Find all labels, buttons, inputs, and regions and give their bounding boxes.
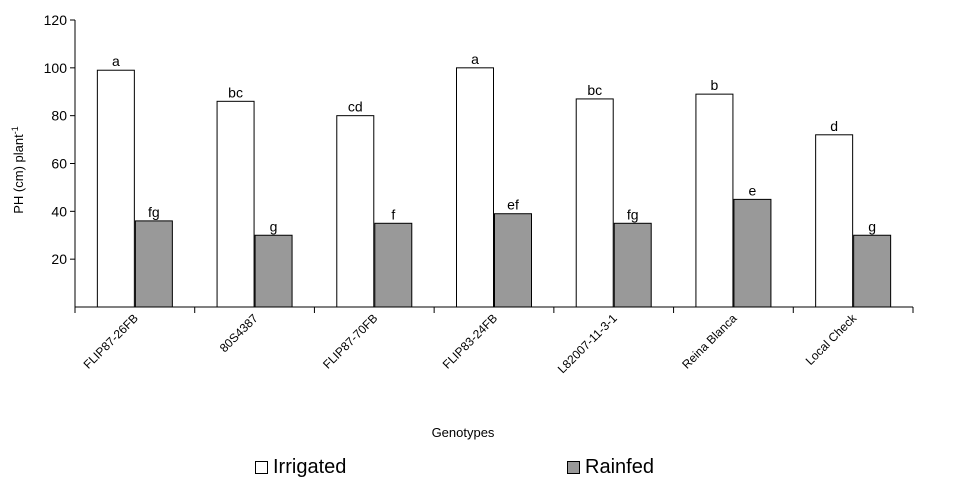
x-tick-label: 80S4387 xyxy=(217,311,261,355)
bar-irrigated xyxy=(96,69,135,308)
significance-letter: g xyxy=(270,218,278,234)
bar-rainfed xyxy=(374,222,413,308)
significance-letter: b xyxy=(711,77,719,93)
legend-swatch-irrigated xyxy=(255,461,268,474)
bars xyxy=(96,67,892,308)
legend-rainfed: Rainfed xyxy=(567,456,654,479)
bar-rainfed xyxy=(134,220,173,308)
legend-irrigated: Irrigated xyxy=(255,456,346,479)
significance-letter: e xyxy=(749,182,757,198)
y-tick-label: 120 xyxy=(44,12,68,28)
letter-labels: a bc cd a bc b d fg g f ef fg e g xyxy=(112,51,876,234)
bar-irrigated xyxy=(695,93,734,308)
bar-rainfed xyxy=(254,234,293,308)
legend-swatch-rainfed xyxy=(567,461,580,474)
significance-letter: fg xyxy=(148,204,160,220)
bar-rainfed xyxy=(613,222,652,308)
x-tick-label: L82007-11-3-1 xyxy=(555,311,620,376)
x-tick-label: FLIP83-24FB xyxy=(440,311,500,371)
x-tick-label: Reina Blanca xyxy=(679,311,740,372)
significance-letter: bc xyxy=(228,84,243,100)
bar-irrigated xyxy=(575,98,614,308)
significance-letter: f xyxy=(391,206,395,222)
y-tick-label: 60 xyxy=(51,156,67,172)
significance-letter: d xyxy=(830,118,838,134)
bar-irrigated xyxy=(336,115,375,308)
y-tick-label: 20 xyxy=(51,251,67,267)
y-tick-label: 40 xyxy=(51,203,67,219)
y-axis-label-text: PH (cm) plant xyxy=(11,134,26,214)
significance-letter: ef xyxy=(507,197,519,213)
significance-letter: bc xyxy=(587,82,602,98)
bar-rainfed xyxy=(733,198,772,308)
y-axis-label: PH (cm) plant-1 xyxy=(10,126,26,213)
y-tick-label: 100 xyxy=(44,60,68,76)
legend-label-irrigated: Irrigated xyxy=(273,456,347,478)
significance-letter: a xyxy=(471,51,479,67)
x-axis-label: Genotypes xyxy=(432,425,495,440)
bar-irrigated xyxy=(456,67,494,308)
bar-irrigated xyxy=(216,100,255,308)
legend-label-rainfed: Rainfed xyxy=(585,456,654,478)
y-axis-label-superscript: -1 xyxy=(10,126,20,134)
significance-letter: g xyxy=(868,218,876,234)
x-tick-label: FLIP87-70FB xyxy=(320,311,380,371)
bar-rainfed xyxy=(853,234,892,308)
significance-letter: cd xyxy=(348,99,363,115)
y-tick-label: 80 xyxy=(51,108,67,124)
x-tick-label: Local Check xyxy=(803,311,860,368)
x-axis: FLIP87-26FB 80S4387 FLIP87-70FB FLIP83-24FB… xyxy=(74,306,914,376)
bar-irrigated xyxy=(815,134,854,308)
y-axis: 20 40 60 80 100 120 xyxy=(44,12,76,307)
bar-rainfed xyxy=(494,213,532,308)
significance-letter: a xyxy=(112,53,120,69)
x-tick-label: FLIP87-26FB xyxy=(81,311,141,371)
significance-letter: fg xyxy=(627,206,639,222)
